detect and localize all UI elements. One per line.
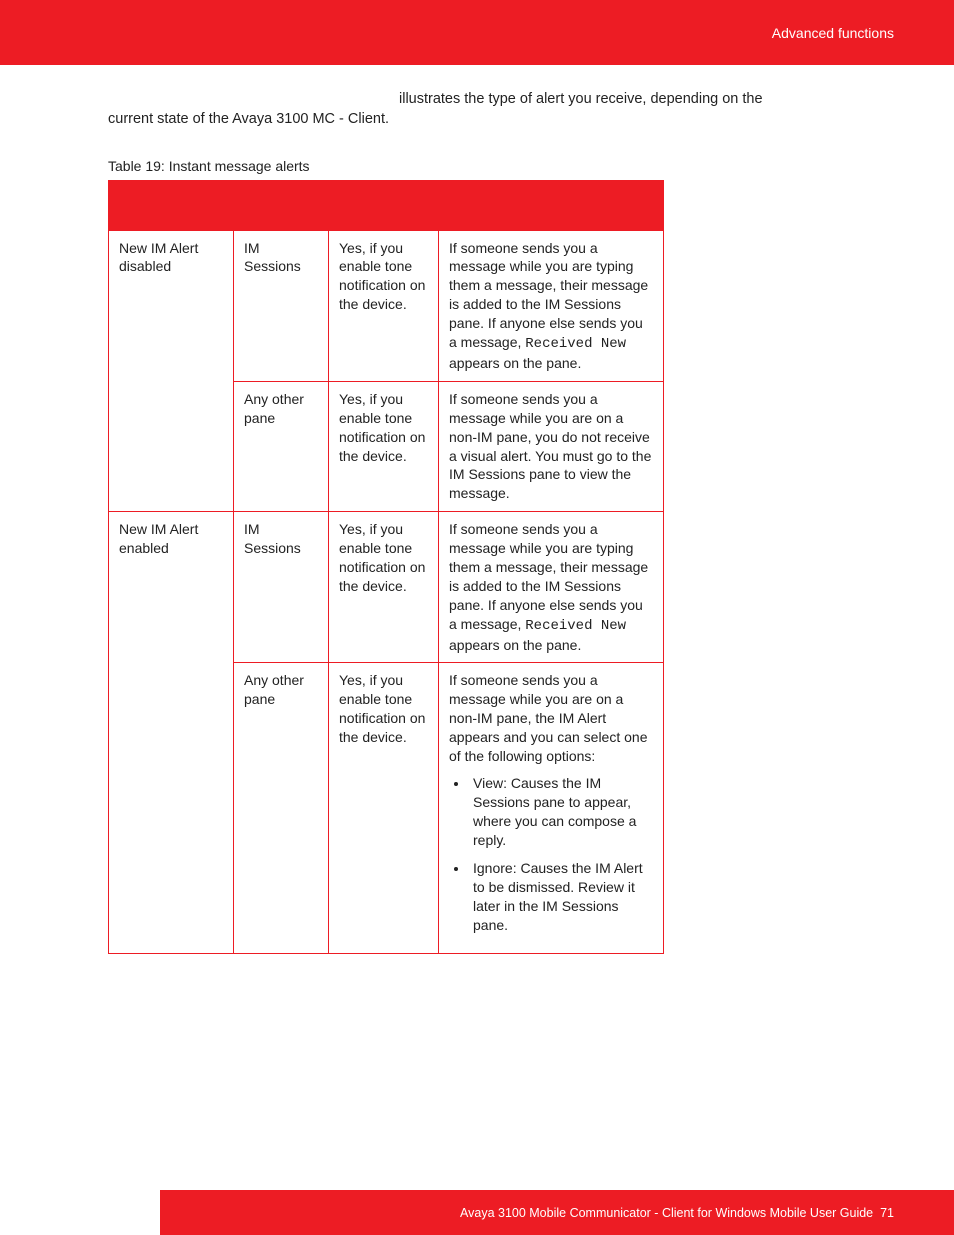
cell-text: If someone sends you a message while you… (449, 240, 648, 350)
cell-text: If someone sends you a message while you… (449, 391, 651, 501)
cell-result: If someone sends you a message while you… (439, 381, 664, 511)
cell-pane: IM Sessions (234, 230, 329, 381)
cell-text: appears on the pane. (449, 355, 581, 371)
cell-state: New IM Alert disabled (109, 230, 234, 512)
list-item: Ignore: Causes the IM Alert to be dismis… (469, 859, 653, 935)
page-number: 71 (880, 1206, 894, 1220)
table-row: New IM Alert disabled IM Sessions Yes, i… (109, 230, 664, 381)
header-bar: Advanced functions (0, 0, 954, 65)
list-item: View: Causes the IM Sessions pane to app… (469, 774, 653, 850)
table-header-cell (109, 180, 234, 230)
footer-text: Avaya 3100 Mobile Communicator - Client … (460, 1206, 894, 1220)
cell-text: If someone sends you a message while you… (449, 672, 647, 764)
cell-state: New IM Alert enabled (109, 512, 234, 954)
cell-pane: Any other pane (234, 663, 329, 954)
footer-bar: Avaya 3100 Mobile Communicator - Client … (0, 1190, 954, 1235)
header-title: Advanced functions (772, 25, 894, 41)
cell-text: appears on the pane. (449, 637, 581, 653)
intro-left: current state of the Avaya 3100 MC - Cli… (108, 109, 894, 129)
cell-text: If someone sends you a message while you… (449, 521, 648, 631)
footer-title: Avaya 3100 Mobile Communicator - Client … (460, 1206, 873, 1220)
cell-tone: Yes, if you enable tone notification on … (329, 512, 439, 663)
cell-pane: IM Sessions (234, 512, 329, 663)
cell-mono: Received New (525, 336, 626, 352)
cell-result: If someone sends you a message while you… (439, 663, 664, 954)
cell-tone: Yes, if you enable tone notification on … (329, 381, 439, 511)
intro-right: illustrates the type of alert you receiv… (399, 89, 894, 109)
cell-mono: Received New (525, 618, 626, 634)
cell-result: If someone sends you a message while you… (439, 512, 664, 663)
header-accent-block (0, 0, 160, 65)
footer-accent-block (0, 1190, 160, 1235)
cell-pane: Any other pane (234, 381, 329, 511)
table-row: New IM Alert enabled IM Sessions Yes, if… (109, 512, 664, 663)
cell-tone: Yes, if you enable tone notification on … (329, 663, 439, 954)
cell-result: If someone sends you a message while you… (439, 230, 664, 381)
table-caption: Table 19: Instant message alerts (108, 158, 894, 174)
alerts-table: New IM Alert disabled IM Sessions Yes, i… (108, 180, 664, 954)
table-header-cell (329, 180, 439, 230)
table-header-row (109, 180, 664, 230)
cell-tone: Yes, if you enable tone notification on … (329, 230, 439, 381)
intro-text: illustrates the type of alert you receiv… (108, 89, 894, 130)
table-header-cell (439, 180, 664, 230)
page-content: illustrates the type of alert you receiv… (0, 65, 954, 954)
table-header-cell (234, 180, 329, 230)
options-list: View: Causes the IM Sessions pane to app… (449, 774, 653, 935)
